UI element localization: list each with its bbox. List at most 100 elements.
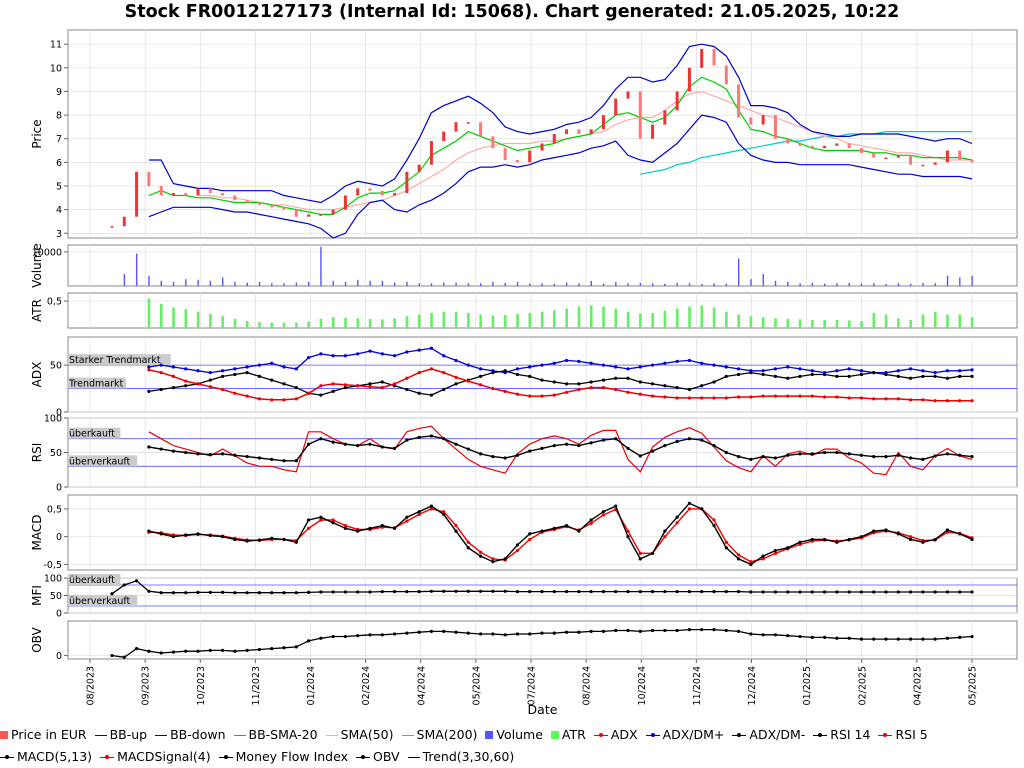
price-candle xyxy=(884,157,888,160)
dm-plus-line-marker xyxy=(786,365,790,369)
adx-line-marker xyxy=(663,395,667,399)
legend-item: OBV xyxy=(355,746,400,768)
macd-line-marker xyxy=(503,557,507,561)
adx-line-marker xyxy=(577,387,581,392)
dm-plus-line-marker xyxy=(368,349,372,353)
atr-bar xyxy=(393,318,396,328)
volume-bar xyxy=(307,281,310,286)
dm-minus-line-marker xyxy=(835,374,839,378)
obv-line-marker xyxy=(184,649,188,653)
obv-ylabel: OBV xyxy=(30,626,44,652)
dm-minus-line-marker xyxy=(368,382,372,386)
dm-minus-line-marker xyxy=(822,372,827,377)
mfi-line-marker xyxy=(466,589,470,593)
mfi-line-marker xyxy=(528,590,532,594)
atr-bar xyxy=(823,319,826,328)
rsi14-line-marker xyxy=(245,455,249,459)
mfi-line-marker xyxy=(184,591,188,595)
macd-line-marker xyxy=(270,536,274,540)
macd-line-marker xyxy=(159,532,163,536)
atr-bar xyxy=(933,311,937,328)
macd-ylabel: MACD xyxy=(30,515,44,551)
legend-swatch xyxy=(355,754,370,759)
volume-bar xyxy=(946,275,949,286)
macd-line-marker xyxy=(786,546,790,550)
legend-label: ADX/DM+ xyxy=(662,727,725,742)
price-candle xyxy=(712,48,716,66)
atr-bar xyxy=(270,322,274,328)
dm-plus-line-marker xyxy=(245,365,249,369)
dm-minus-line-marker xyxy=(773,374,778,378)
macd-line-marker xyxy=(356,529,360,533)
adx-line-marker xyxy=(835,395,839,399)
obv-line-marker xyxy=(282,646,286,650)
price-candle xyxy=(601,115,605,130)
rsi14-line-marker xyxy=(933,454,937,458)
dm-plus-line-marker xyxy=(319,352,323,356)
bb-up-line xyxy=(148,43,973,204)
adx-line-marker xyxy=(896,397,900,401)
atr-bar xyxy=(233,318,237,328)
legend-label: Volume xyxy=(496,727,543,742)
mfi-line-marker xyxy=(491,589,495,593)
macd-signal-line-marker xyxy=(712,518,716,522)
adx-line-marker xyxy=(859,396,864,400)
dm-plus-line xyxy=(148,347,973,374)
macd-line-marker xyxy=(343,526,348,530)
rsi-ytick-label: 0 xyxy=(56,483,62,494)
macd-signal-line-marker xyxy=(663,535,667,539)
price-candle xyxy=(810,145,814,149)
mfi-line-marker xyxy=(429,589,434,593)
atr-bar xyxy=(651,312,654,328)
obv-line-marker xyxy=(233,649,237,653)
mfi-line-marker xyxy=(540,590,544,594)
dm-minus-line-marker xyxy=(208,378,212,382)
obv-panel-frame xyxy=(67,620,1018,660)
rsi14-line-marker xyxy=(528,449,532,453)
mfi-ylabel: MFI xyxy=(30,585,44,606)
price-candle xyxy=(663,110,667,125)
rsi14-line-marker xyxy=(478,452,483,456)
macd-signal-line-marker xyxy=(491,557,495,561)
mfi-line-marker xyxy=(896,590,900,594)
mfi-line-marker xyxy=(638,590,642,594)
volume-bar xyxy=(873,283,875,286)
atr-bar xyxy=(589,305,593,328)
price-candle xyxy=(749,117,753,125)
macd-line-marker xyxy=(196,532,200,536)
macd-line-marker xyxy=(294,540,298,544)
rsi14-line-marker xyxy=(564,442,569,446)
adx-line-marker xyxy=(614,387,618,392)
macd-signal-line-marker xyxy=(589,521,593,525)
legend-item: RSI 5 xyxy=(878,724,928,746)
adx-line-marker xyxy=(220,387,225,392)
mfi-line-marker xyxy=(171,591,176,595)
atr-bar xyxy=(602,306,605,328)
mfi-line-marker xyxy=(601,590,606,594)
rsi14-line-marker xyxy=(970,455,974,459)
dm-plus-line-marker xyxy=(147,365,151,369)
dm-minus-line-marker xyxy=(380,380,384,384)
obv-line-marker xyxy=(872,637,876,641)
price-candle xyxy=(110,226,114,228)
atr-bar xyxy=(196,311,200,328)
price-candle xyxy=(442,131,446,142)
dm-minus-line-marker xyxy=(147,389,151,393)
macd-line-marker xyxy=(331,521,335,525)
macd-signal-line-marker xyxy=(626,529,630,533)
dm-plus-line-marker xyxy=(663,361,667,365)
dm-plus-line-marker xyxy=(552,361,556,365)
obv-line-marker xyxy=(196,649,200,653)
legend-swatch xyxy=(401,735,414,736)
mfi-line-marker xyxy=(503,589,507,593)
volume-bar xyxy=(959,277,961,286)
volume-bar xyxy=(701,283,703,286)
volume-bar xyxy=(406,281,408,286)
adx-line-marker xyxy=(601,386,606,390)
rsi14-line-marker xyxy=(859,453,864,457)
obv-line-marker xyxy=(921,637,925,641)
atr-bar xyxy=(245,321,249,328)
obv-line-marker xyxy=(958,635,962,640)
atr-bar xyxy=(454,311,458,328)
xtick-label: 12/2024 xyxy=(747,666,758,705)
